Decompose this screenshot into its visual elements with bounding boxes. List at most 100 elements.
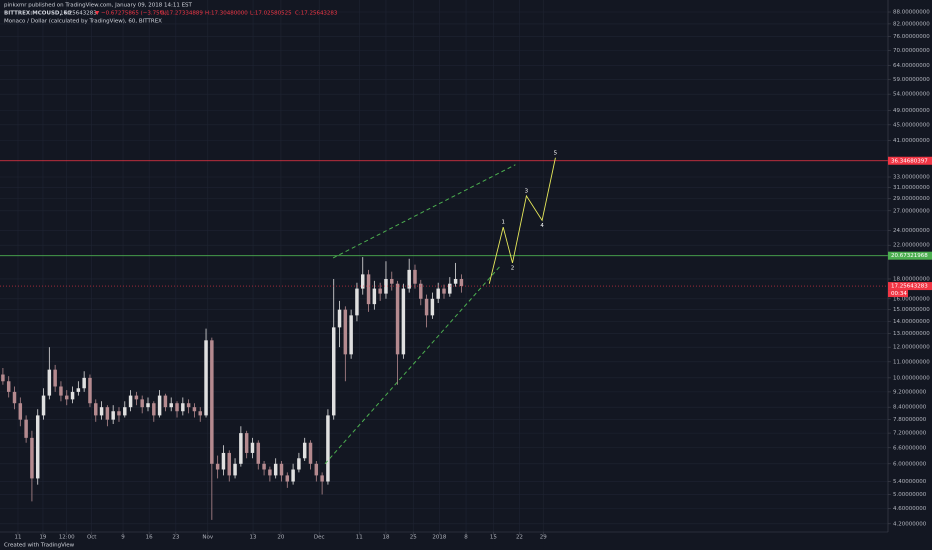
wave-label: 4 [540,223,544,229]
y-tick-label: 27.00000000 [893,208,930,214]
candle-body [76,388,81,392]
footer: Created with TradingView [4,543,75,549]
y-tick-label: 76.00000000 [893,34,930,40]
candle-body [459,278,464,287]
candle-body [128,395,133,408]
candle-body [204,340,208,416]
candle-body [390,278,394,284]
candle-body [343,309,348,355]
x-tick-label: 19 [39,535,46,541]
candle-body [6,381,11,392]
x-tick-label: 8 [464,535,468,541]
y-tick-label: 41.00000000 [893,138,930,144]
price-label: 20.67321968 [891,253,928,259]
wave-label: 5 [554,150,558,156]
candle-body [262,463,266,470]
candle-body [99,407,104,416]
wave-label: 3 [525,188,529,194]
wave-path [488,157,556,284]
candle-body [372,288,377,305]
price-label-box [888,282,932,291]
y-tick-label: 4.20000000 [893,521,927,527]
candle-body [163,395,168,408]
x-tick-label: 16 [146,535,153,541]
candle-body [448,283,452,294]
y-tick-label: 9.20000000 [893,389,927,395]
candle-body [331,327,336,416]
candle-body [302,442,307,459]
candle-body [47,369,52,396]
trend-line [332,164,516,259]
ohlc-value: C:17.25643283 [295,11,338,17]
y-tick-label: 13.00000000 [893,331,930,337]
candle-body [227,452,231,476]
candle-body [12,391,17,404]
candle-body [111,411,115,420]
x-tick-label: 13 [250,535,257,541]
candle-body [140,399,144,408]
candle-body [239,433,243,464]
y-tick-label: 54.00000000 [893,92,930,98]
y-tick-label: 82.00000000 [893,21,930,27]
candle-body [384,278,388,294]
candle-body [123,407,127,416]
candle-body [424,298,429,316]
price-label-box [888,156,932,165]
candle-body [314,463,319,476]
y-tick-label: 7.20000000 [893,431,927,437]
y-tick-label: 24.00000000 [893,228,930,234]
ohlc-value: O:17.27334889 [160,11,203,17]
price-label: 36.34680397 [891,158,928,164]
x-tick-label: 18 [382,535,389,541]
countdown-box [888,290,908,298]
candle-body [41,395,46,416]
y-tick-label: 8.40000000 [893,405,927,411]
candle-body [175,403,179,412]
y-tick-label: 49.00000000 [893,108,930,114]
y-tick-label: 64.00000000 [893,63,930,69]
y-tick-label: 16.00000000 [893,296,930,302]
price-label-box [888,251,932,260]
y-tick-label: 31.00000000 [893,185,930,191]
ohlc-value: L:17.02580525 [250,11,292,17]
candle-body [436,288,440,299]
candle-body [244,433,249,453]
candle-body [88,377,92,404]
candle-body [361,274,365,289]
wave-label: 2 [511,265,515,271]
candle-body [268,469,272,476]
y-tick-label: 5.00000000 [893,492,927,498]
candle-body [210,340,214,464]
candle-body [53,369,57,387]
candle-body [198,411,202,416]
x-tick-label: Oct [87,535,97,541]
candle-body [308,442,313,464]
candle-body [291,469,295,482]
candle-body [378,288,382,294]
candle-body [297,458,301,470]
ohlc-value: H:17.30480000 [205,11,248,17]
candle-body [430,298,435,316]
change: ▼ −0.67275865 (−3.75%) [95,11,167,17]
candle-body [355,288,359,316]
y-tick-label: 12.00000000 [893,345,930,351]
candle-body [65,395,69,400]
candle-body [407,269,411,289]
y-tick-label: 6.00000000 [893,461,927,467]
y-tick-label: 7.80000000 [893,417,927,423]
candle-body [326,415,330,482]
y-tick-label: 59.00000000 [893,77,930,83]
trend-line [324,264,502,465]
candle-body [157,395,162,416]
candle-body [215,463,220,470]
candle-body [146,403,150,408]
y-tick-label: 4.60000000 [893,506,927,512]
candle-body [349,315,353,355]
candle-body [134,395,139,400]
y-tick-label: 6.60000000 [893,445,927,451]
candle-body [442,288,446,294]
x-tick-label: 29 [540,535,547,541]
x-tick-label: 12:00 [59,535,75,541]
